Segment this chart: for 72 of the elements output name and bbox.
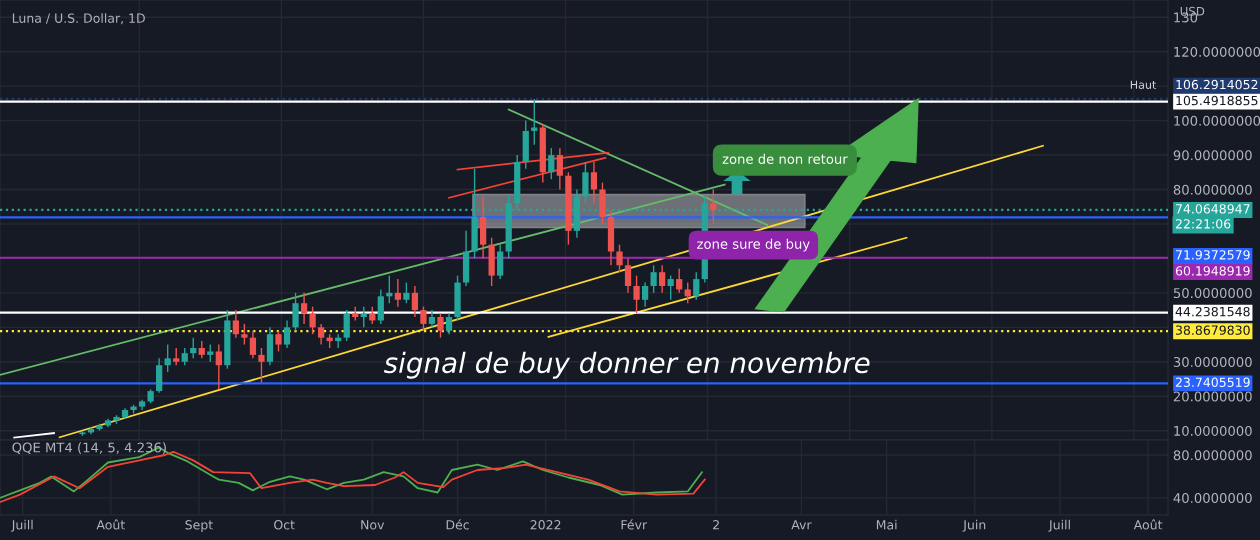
x-tick-label: Mai [876, 519, 897, 530]
candlestick [548, 147, 555, 180]
x-tick-label: Août [96, 519, 125, 530]
candlestick [659, 264, 666, 294]
candlestick [590, 161, 598, 204]
candlestick [318, 323, 325, 346]
x-tick-label: 2022 [530, 520, 561, 530]
annotation: zone de non retour [722, 153, 848, 164]
candlestick [624, 257, 632, 294]
ref-line-label: 71.9372579 [1176, 250, 1250, 260]
ref-line-label: 23.7405519 [1175, 377, 1250, 387]
ref-line-label: 38.8679830 [1175, 325, 1250, 335]
text: Luna / U.S. Dollar, 1D [12, 13, 145, 25]
x-tick-label: Déc [446, 519, 469, 530]
ref-line-label: 106.2914052 [1176, 79, 1258, 90]
x-tick-label: Oct [274, 520, 295, 530]
y-tick-label: 50.0000000 [1173, 288, 1252, 299]
y-tick-label: 30.0000000 [1173, 357, 1252, 367]
candlestick [241, 323, 248, 346]
candlestick [258, 347, 265, 384]
candlestick [411, 285, 419, 318]
chart-title: QQE MT4 (14, 5, 4.236) [12, 442, 166, 455]
y-tick-label: 40.0000000 [1173, 493, 1252, 504]
x-tick-label: Juill [11, 519, 33, 532]
candlestick [684, 281, 691, 304]
candlestick [676, 268, 683, 294]
candlestick [556, 147, 563, 191]
ref-line-label: 60.1948919 [1175, 266, 1250, 276]
y-tick-label: 90.0000000 [1173, 150, 1252, 161]
ref-line-label: 44.2381548 [1175, 306, 1250, 317]
x-tick-label: Avr [791, 520, 812, 530]
x-tick-label: 2 [713, 520, 719, 530]
candlestick [616, 243, 623, 273]
candlestick [232, 309, 239, 339]
y-tick-label: 10.0000000 [1174, 425, 1252, 436]
y-tick-label: 120.0000000 [1174, 46, 1260, 57]
y-tick-label: 20.0000000 [1173, 391, 1252, 402]
candlestick [667, 274, 674, 301]
annotation: Haut [1130, 80, 1157, 89]
candlestick [403, 281, 410, 304]
x-tick-label: Août [1133, 519, 1163, 530]
candlestick [283, 319, 291, 349]
candlestick [445, 312, 453, 335]
ref-line-label: 74.0648947 [1176, 204, 1250, 214]
candlestick [164, 343, 171, 373]
x-tick-label: Févr [621, 519, 648, 530]
candlestick [531, 98, 538, 146]
candlestick [420, 305, 427, 332]
candlestick [190, 336, 197, 360]
x-tick-label: Juill [1048, 519, 1070, 532]
annotation: zone sure de buy [697, 238, 810, 252]
candlestick [215, 343, 222, 391]
candlestick [710, 188, 717, 225]
ref-line-label: 105.4918855 [1176, 95, 1258, 106]
x-tick-label: Sept [185, 520, 213, 532]
annotation: signal de buy donner en novembre [383, 351, 870, 379]
candlestick [300, 292, 308, 325]
candlestick [249, 330, 257, 360]
candlestick [633, 274, 640, 315]
candlestick [437, 312, 444, 339]
candlestick [650, 264, 657, 294]
x-tick-label: Juin [962, 519, 986, 532]
y-tick-label: 80.0000000 [1173, 184, 1252, 195]
text: 22:21:06 [1175, 219, 1231, 229]
candlestick [309, 305, 316, 335]
candlestick [693, 271, 700, 301]
candlestick [275, 330, 282, 353]
candlestick [394, 278, 401, 308]
x-tick-label: Nov [361, 520, 385, 530]
y-tick-label: 100.0000000 [1174, 115, 1260, 126]
y-tick-label: 80.0000000 [1173, 450, 1252, 461]
candlestick [641, 281, 649, 308]
